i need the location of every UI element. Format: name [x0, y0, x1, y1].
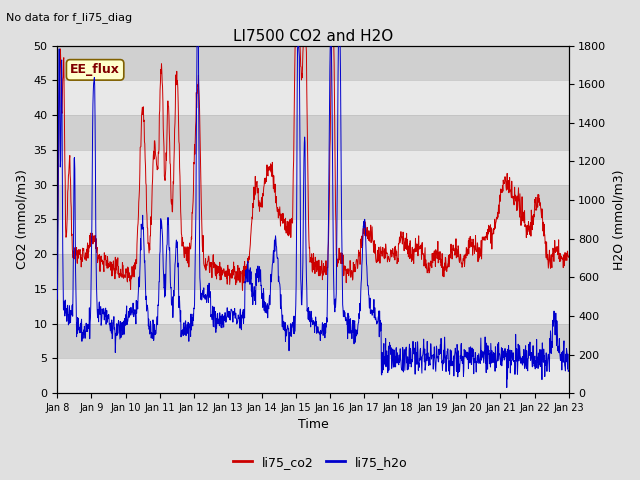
Bar [58, 324, 568, 359]
Bar [58, 359, 568, 393]
Title: LI7500 CO2 and H2O: LI7500 CO2 and H2O [233, 29, 393, 44]
Bar [58, 46, 568, 80]
Bar [58, 150, 568, 185]
Y-axis label: H2O (mmol/m3): H2O (mmol/m3) [612, 169, 625, 270]
Bar [58, 115, 568, 150]
X-axis label: Time: Time [298, 419, 328, 432]
Text: No data for f_li75_diag: No data for f_li75_diag [6, 12, 132, 23]
Bar [58, 219, 568, 254]
Bar [58, 289, 568, 324]
Bar [58, 254, 568, 289]
Bar [58, 80, 568, 115]
Bar [58, 185, 568, 219]
Legend: li75_co2, li75_h2o: li75_co2, li75_h2o [228, 451, 412, 474]
Y-axis label: CO2 (mmol/m3): CO2 (mmol/m3) [15, 169, 28, 269]
Text: EE_flux: EE_flux [70, 63, 120, 76]
